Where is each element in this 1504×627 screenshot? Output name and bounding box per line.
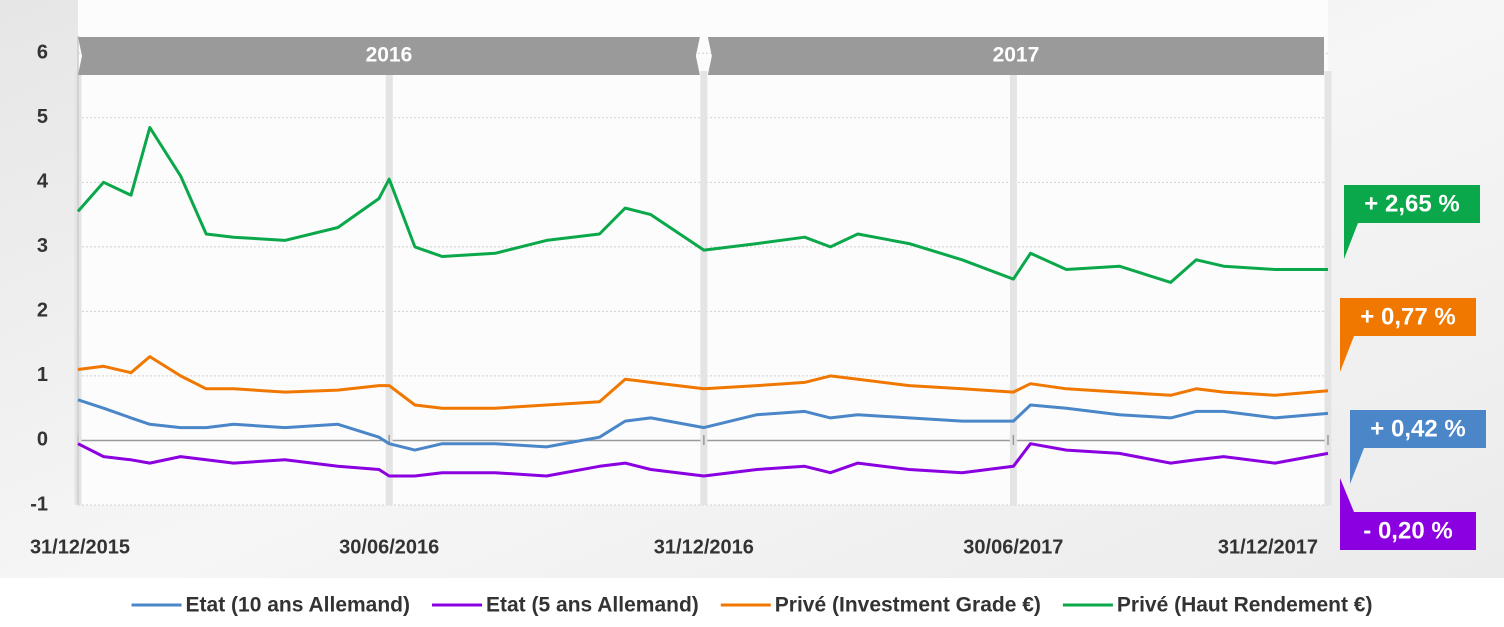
y-tick-label: 6: [37, 42, 48, 64]
callout-label: + 0,77 %: [1360, 303, 1455, 330]
y-tick-label: 3: [37, 235, 48, 257]
year-band-label: 2017: [993, 44, 1040, 67]
legend-label: Privé (Haut Rendement €): [1117, 594, 1373, 617]
callout-box: [1344, 185, 1480, 223]
year-band: [78, 37, 700, 75]
legend-item: Etat (5 ans Allemand): [432, 594, 699, 617]
y-tick-label: -1: [30, 493, 48, 515]
legend-item: Privé (Investment Grade €): [720, 594, 1041, 617]
legend-label: Etat (5 ans Allemand): [486, 594, 699, 617]
y-tick-label: 5: [37, 106, 48, 128]
y-tick-label: 1: [37, 364, 48, 386]
legend-area: [0, 578, 1504, 622]
x-tick-label: 31/12/2016: [654, 536, 754, 558]
series-line: [76, 126, 1328, 284]
callout-pointer: [1340, 478, 1354, 512]
x-tick-label: 30/06/2016: [339, 536, 439, 558]
callout-pointer: [1340, 336, 1354, 372]
callout-label: + 0,42 %: [1370, 415, 1465, 442]
callout-label: - 0,20 %: [1363, 517, 1452, 544]
y-tick-label: 4: [37, 171, 49, 193]
y-tick-label: 2: [37, 300, 48, 322]
callout-pointer: [1344, 223, 1358, 259]
legend-label: Privé (Investment Grade €): [775, 594, 1041, 617]
year-band: [707, 37, 1324, 75]
x-tick-label: 31/12/2015: [30, 536, 130, 558]
callout-box: [1350, 410, 1486, 448]
series-line: [77, 355, 1329, 410]
y-tick-label: 0: [37, 429, 48, 451]
series-line: [77, 398, 1329, 452]
legend-item: Etat (10 ans Allemand): [131, 594, 410, 617]
x-tick-label: 30/06/2017: [963, 536, 1063, 558]
legend-label: Etat (10 ans Allemand): [186, 594, 410, 617]
series-line: [77, 442, 1329, 478]
legend-item: Privé (Haut Rendement €): [1062, 594, 1373, 617]
callout-box: [1340, 512, 1476, 550]
callout-pointer: [1350, 448, 1364, 484]
callout-box: [1340, 298, 1476, 336]
year-band-label: 2016: [366, 44, 413, 67]
callout-label: + 2,65 %: [1364, 190, 1459, 217]
x-tick-label: 31/12/2017: [1218, 536, 1318, 558]
